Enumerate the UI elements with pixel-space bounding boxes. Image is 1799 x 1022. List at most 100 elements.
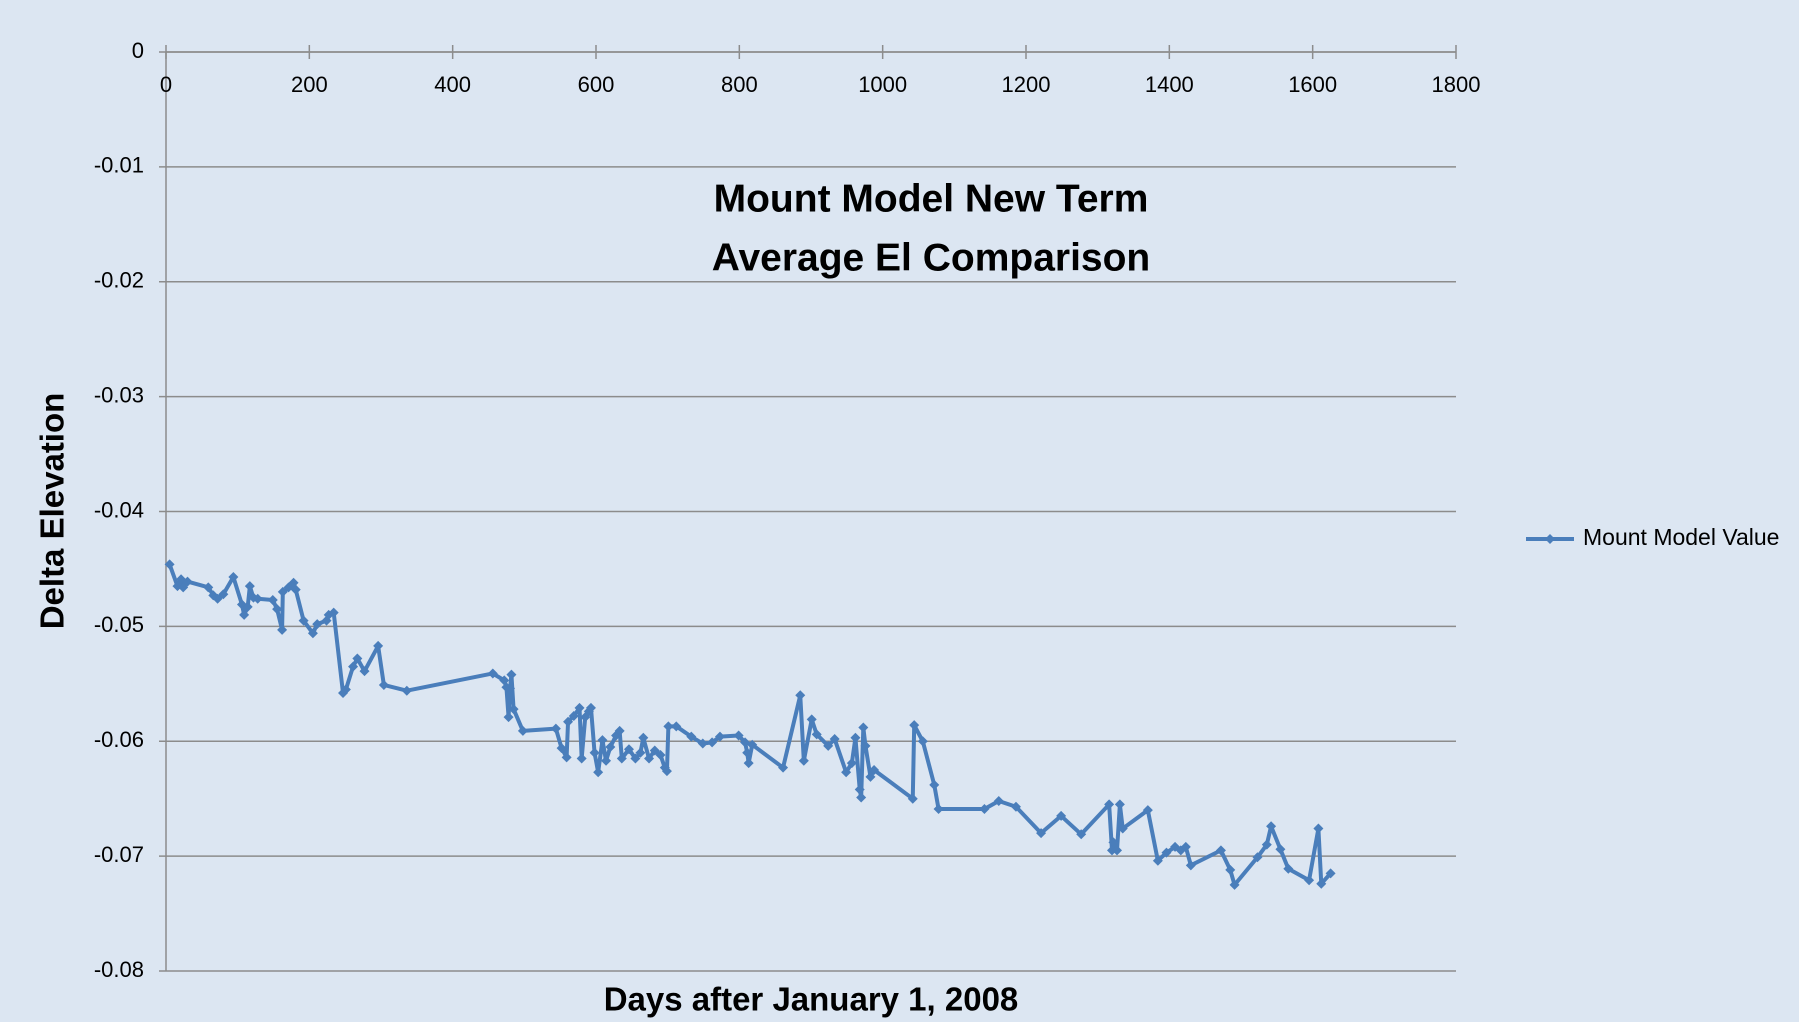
data-point (907, 793, 918, 804)
data-point (623, 744, 634, 755)
x-tick-label: 1800 (1432, 72, 1481, 97)
data-point (742, 747, 753, 758)
data-point (505, 683, 515, 694)
data-point (823, 740, 834, 751)
data-point (568, 710, 579, 721)
y-tick-label: -0.06 (94, 727, 144, 752)
data-point (563, 716, 574, 727)
data-point (401, 685, 412, 696)
data-point (929, 779, 940, 790)
data-point (597, 735, 608, 746)
data-point (1142, 805, 1153, 816)
data-point (1225, 864, 1236, 875)
legend-label: Mount Model Value (1583, 524, 1779, 550)
data-point (1112, 845, 1123, 856)
data-point (267, 594, 278, 605)
data-point (164, 559, 175, 570)
data-point (671, 721, 682, 732)
y-tick-label: -0.07 (94, 842, 144, 867)
x-tick-label: 200 (291, 72, 328, 97)
data-point (806, 714, 817, 725)
data-point (312, 619, 323, 630)
data-point (212, 593, 223, 604)
data-point (508, 704, 519, 715)
data-point (277, 624, 288, 635)
data-point (1283, 863, 1294, 874)
data-point (747, 739, 758, 750)
data-point (798, 755, 809, 766)
data-point (506, 669, 517, 680)
data-point (1010, 801, 1021, 812)
chart-title: Average El Comparison (712, 236, 1151, 279)
data-point (1229, 879, 1240, 890)
x-tick-label: 1600 (1288, 72, 1337, 97)
chart-title: Mount Model New Term (714, 177, 1149, 220)
data-point (860, 740, 871, 751)
data-point (909, 720, 920, 731)
data-point (487, 668, 498, 679)
data-point (714, 731, 725, 742)
data-point (707, 737, 718, 748)
data-point (1117, 823, 1128, 834)
data-point (359, 666, 370, 677)
data-point (644, 753, 655, 764)
data-point (933, 804, 944, 815)
data-point (218, 589, 229, 600)
data-point (272, 604, 283, 615)
data-point (1304, 875, 1315, 886)
data-point (979, 804, 990, 815)
data-point (556, 743, 567, 754)
x-tick-label: 1200 (1002, 72, 1051, 97)
data-point (352, 653, 363, 664)
data-point (298, 615, 309, 626)
data-point (733, 730, 744, 741)
data-point (252, 593, 263, 604)
data-point (1185, 860, 1196, 871)
data-point (854, 784, 865, 795)
data-point (778, 762, 789, 773)
data-point (614, 725, 625, 736)
data-point (307, 628, 318, 639)
data-point (858, 722, 869, 733)
data-point (1215, 845, 1226, 856)
y-tick-label: -0.08 (94, 957, 144, 982)
data-point (1180, 841, 1191, 852)
data-point (1161, 847, 1172, 858)
data-point (605, 741, 616, 752)
data-point (865, 771, 876, 782)
data-point (589, 747, 600, 758)
x-tick-label: 800 (721, 72, 758, 97)
data-point (1114, 799, 1125, 810)
data-point (993, 795, 1004, 806)
data-point (1076, 829, 1087, 840)
data-point (795, 690, 806, 701)
x-tick-label: 600 (578, 72, 615, 97)
x-tick-label: 0 (160, 72, 172, 97)
data-point (328, 607, 339, 618)
data-point (743, 758, 754, 769)
data-point (1316, 878, 1327, 889)
data-point (1261, 839, 1272, 850)
data-point (635, 747, 646, 758)
y-tick-label: -0.01 (94, 153, 144, 178)
data-point (1325, 868, 1336, 879)
data-point (244, 581, 255, 592)
data-point (1152, 855, 1163, 866)
data-point (601, 755, 612, 766)
data-point (576, 753, 587, 764)
data-point (630, 753, 641, 764)
data-point (239, 609, 250, 620)
data-point (574, 702, 585, 713)
data-point (850, 732, 861, 743)
data-point (917, 736, 928, 747)
data-point (290, 584, 301, 595)
data-point (242, 601, 253, 612)
legend-marker (1545, 534, 1555, 544)
data-point (686, 731, 697, 742)
data-point (697, 738, 708, 749)
data-point (1104, 799, 1115, 810)
x-tick-label: 1400 (1145, 72, 1194, 97)
data-point (638, 732, 649, 743)
data-point (846, 758, 857, 769)
y-tick-label: -0.03 (94, 382, 144, 407)
